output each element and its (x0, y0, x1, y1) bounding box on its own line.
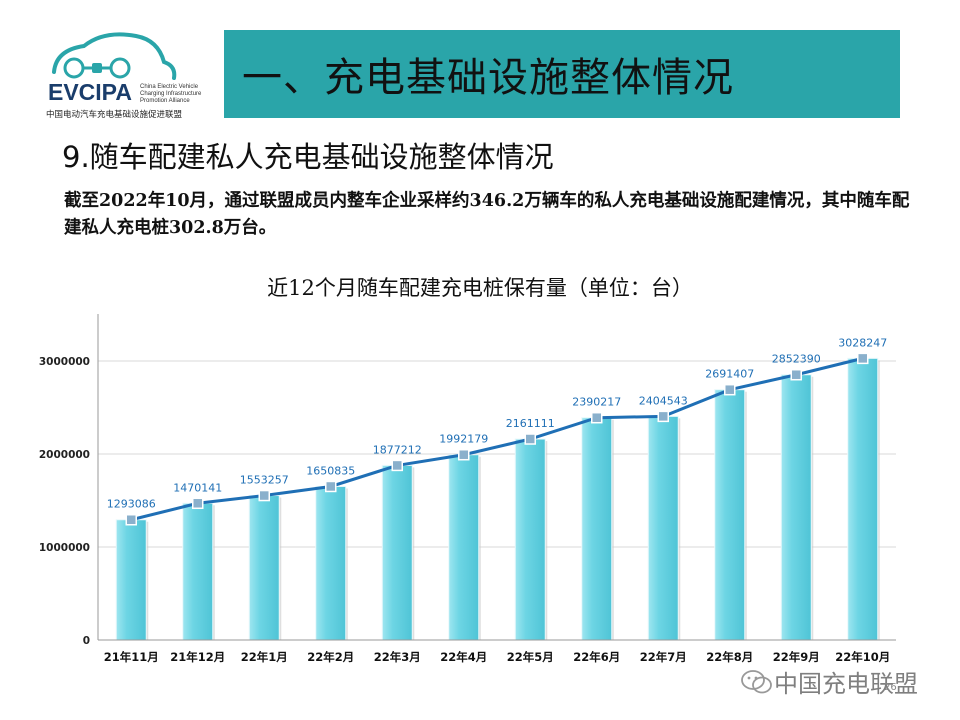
x-tick-label: 22年6月 (573, 650, 620, 664)
bar (448, 454, 480, 641)
watermark: 中国充电联盟 (740, 664, 918, 699)
line-marker (192, 497, 204, 510)
svg-text:China Electric Vehicle: China Electric Vehicle (140, 84, 199, 90)
data-label: 1877212 (373, 443, 422, 456)
x-tick-label: 22年7月 (640, 650, 687, 664)
data-label: 2691407 (705, 368, 754, 381)
series-line (130, 356, 864, 522)
line-marker (591, 411, 603, 424)
data-label: 1470141 (173, 481, 222, 494)
watermark-text: 中国充电联盟 (774, 670, 918, 698)
y-tick-label: 2000000 (39, 449, 90, 461)
x-tick-label: 21年11月 (104, 650, 159, 664)
bar (248, 495, 280, 641)
data-label: 2404543 (639, 394, 688, 407)
line-marker (790, 368, 802, 381)
x-tick-label: 22年1月 (241, 650, 288, 664)
data-label: 1293086 (107, 498, 156, 511)
bar (780, 374, 812, 641)
bar (182, 502, 214, 641)
page-title: 一、充电基础设施整体情况 (242, 55, 734, 101)
section-subtitle: 9.随车配建私人充电基础设施整体情况 (62, 140, 554, 174)
line-marker (125, 513, 137, 526)
page-number: 26 (884, 682, 897, 693)
line-marker (657, 410, 669, 423)
x-tick-label: 22年9月 (773, 650, 820, 664)
line-marker (857, 352, 869, 365)
data-label: 1992179 (439, 433, 488, 446)
x-tick-label: 22年4月 (440, 650, 487, 664)
data-label: 1650835 (306, 464, 355, 477)
data-label: 3028247 (838, 336, 887, 349)
svg-text:EVCIPA: EVCIPA (48, 79, 132, 105)
evcipa-logo: EVCIPA China Electric Vehicle Charging I… (40, 24, 210, 124)
data-label: 2161111 (506, 417, 555, 430)
y-tick-label: 0 (83, 635, 90, 647)
bar (581, 417, 613, 641)
x-tick-label: 21年12月 (170, 650, 225, 664)
bar (847, 357, 879, 641)
x-tick-label: 22年3月 (374, 650, 421, 664)
bar (714, 389, 746, 641)
y-tick-label: 3000000 (39, 356, 90, 368)
bar-line-chart: 1293086 1470141 1553257 1650835 1877212 19921… (39, 314, 896, 664)
bar (115, 519, 147, 641)
y-tick-label: 1000000 (39, 542, 90, 554)
line-marker (458, 448, 470, 461)
bar (514, 438, 546, 641)
line-marker (724, 383, 736, 396)
svg-text:Charging Infrastructure: Charging Infrastructure (140, 91, 202, 97)
x-tick-label: 22年8月 (706, 650, 753, 664)
svg-text:中国电动汽车充电基础设施促进联盟: 中国电动汽车充电基础设施促进联盟 (46, 109, 183, 120)
x-tick-label: 22年5月 (507, 650, 554, 664)
line-marker (258, 489, 270, 502)
line-marker (391, 459, 403, 472)
data-label: 2390217 (572, 396, 621, 409)
wechat-icon (741, 669, 772, 693)
chart-title: 近12个月随车配建充电桩保有量（单位：台） (267, 276, 693, 300)
x-tick-label: 22年10月 (835, 650, 890, 664)
section-description: 截至2022年10月，通过联盟成员内整车企业采样约346.2万辆车的私人充电基础… (64, 191, 910, 238)
svg-text:Promotion Alliance: Promotion Alliance (140, 98, 190, 104)
title-banner: 一、充电基础设施整体情况 (224, 30, 900, 118)
bar (647, 415, 679, 641)
x-tick-label: 22年2月 (307, 650, 354, 664)
line-marker (325, 480, 337, 493)
data-label: 2852390 (772, 353, 821, 366)
data-label: 1553257 (240, 474, 289, 487)
bar (315, 485, 347, 641)
line-marker (524, 433, 536, 445)
bar (381, 464, 413, 641)
